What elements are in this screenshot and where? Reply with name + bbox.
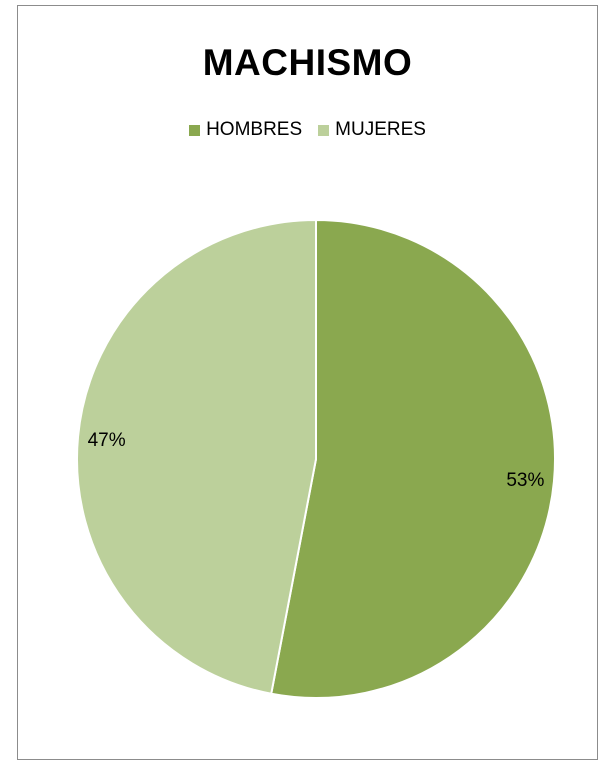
legend-swatch-mujeres — [318, 124, 330, 136]
chart-title: MACHISMO — [202, 42, 413, 83]
pie-slice-mujeres — [76, 218, 317, 695]
legend-item-mujeres: MUJERES — [318, 119, 426, 141]
legend-swatch-hombres — [189, 124, 201, 136]
legend-item-hombres: HOMBRES — [189, 119, 302, 141]
legend-label-mujeres: MUJERES — [335, 119, 426, 140]
data-label-hombres: 53% — [506, 470, 544, 491]
pie-slice-hombres — [270, 218, 556, 699]
legend-label-hombres: HOMBRES — [206, 119, 303, 140]
data-label-mujeres: 47% — [88, 430, 126, 451]
chart-legend: HOMBRES MUJERES — [18, 119, 597, 141]
